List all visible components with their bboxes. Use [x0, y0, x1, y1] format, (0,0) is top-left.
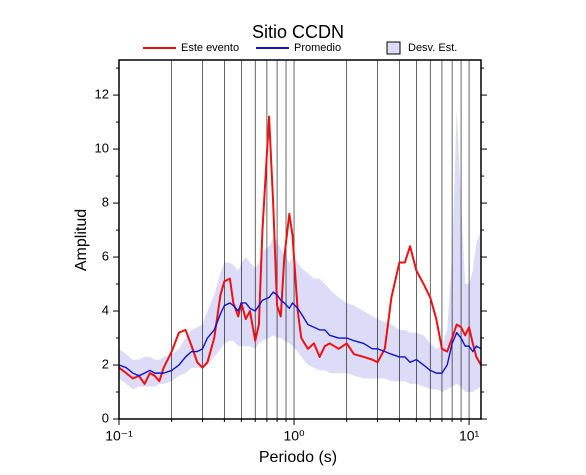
series-line: [118, 115, 482, 385]
x-tick-label: 10⁻¹: [105, 428, 133, 444]
x-tick-label: 10⁰: [283, 428, 305, 444]
chart-title: Sitio CCDN: [252, 22, 344, 42]
y-tick-label: 2: [102, 356, 109, 371]
y-axis-label: Amplitud: [73, 209, 90, 271]
y-tick-label: 12: [95, 87, 109, 102]
std-band: [119, 108, 481, 393]
y-tick-label: 8: [102, 194, 109, 209]
legend-label: Desv. Est.: [408, 42, 457, 54]
legend-swatch: [386, 41, 401, 55]
y-tick-label: 4: [102, 302, 109, 317]
y-tick-label: 10: [95, 141, 109, 156]
x-axis-label: Periodo (s): [259, 449, 337, 466]
legend-label: Promedio: [294, 42, 341, 54]
y-tick-label: 0: [102, 410, 109, 425]
series-line: [118, 291, 482, 377]
plot-frame: [118, 59, 482, 420]
legend-label: Este evento: [181, 42, 239, 54]
y-tick-label: 6: [102, 248, 109, 263]
x-tick-label: 10¹: [459, 428, 480, 444]
